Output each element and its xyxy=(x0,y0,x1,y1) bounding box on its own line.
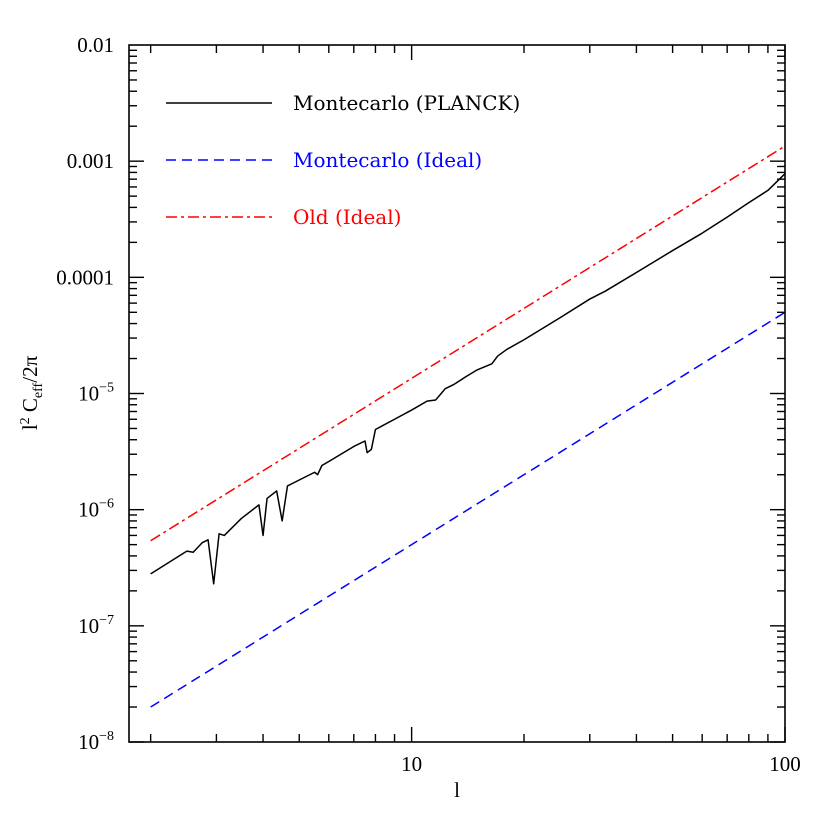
y-axis-label-sub: eff xyxy=(31,382,46,398)
y-tick-label: 10−7 xyxy=(78,613,114,638)
y-tick-exponent: −6 xyxy=(99,497,114,512)
y-axis-label-l: l xyxy=(18,424,42,430)
y-tick-mantissa: 10 xyxy=(78,382,99,406)
y-tick-exponent: −7 xyxy=(99,613,114,628)
legend: Montecarlo (PLANCK) Montecarlo (Ideal) Old… xyxy=(166,91,520,229)
y-tick-mantissa: 10 xyxy=(78,498,99,522)
plot-area xyxy=(128,44,786,743)
y-tick-exponent: −8 xyxy=(99,729,114,744)
axis-ticks xyxy=(129,45,786,743)
y-tick-label: 0.001 xyxy=(67,149,114,173)
x-tick-label: 100 xyxy=(769,752,801,776)
legend-label-3: Old (Ideal) xyxy=(293,205,401,229)
y-axis-label-c: C xyxy=(18,398,42,417)
y-axis-label: l2 Ceff/2π xyxy=(18,355,46,430)
y-tick-label: 10−8 xyxy=(78,729,114,754)
y-tick-label: 10−6 xyxy=(78,497,114,522)
y-tick-exponent: −5 xyxy=(99,381,114,396)
series-line-3 xyxy=(150,145,786,542)
y-tick-mantissa: 10 xyxy=(78,614,99,638)
x-axis-label: l xyxy=(454,778,460,802)
y-tick-label: 10−5 xyxy=(78,381,114,406)
legend-label-1: Montecarlo (PLANCK) xyxy=(293,91,520,115)
y-tick-label: 0.01 xyxy=(77,33,114,57)
x-tick-label: 10 xyxy=(401,752,422,776)
y-axis-label-tail: /2π xyxy=(18,355,42,382)
series-layer xyxy=(150,145,786,708)
legend-label-2: Montecarlo (Ideal) xyxy=(293,148,482,172)
series-line-1 xyxy=(150,173,786,585)
y-tick-mantissa: 10 xyxy=(78,730,99,754)
y-tick-label: 0.0001 xyxy=(56,265,114,289)
y-axis-label-sup: 2 xyxy=(18,417,33,424)
series-line-2 xyxy=(150,311,786,708)
